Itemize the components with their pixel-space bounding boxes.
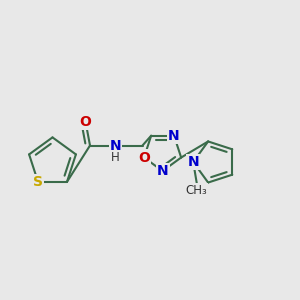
Text: N: N — [188, 155, 199, 169]
Text: CH₃: CH₃ — [186, 184, 207, 197]
Text: H: H — [111, 151, 120, 164]
Text: S: S — [33, 175, 43, 189]
Text: N: N — [157, 164, 168, 178]
Text: N: N — [110, 139, 121, 152]
Text: O: O — [138, 151, 150, 164]
Text: O: O — [80, 115, 92, 128]
Text: N: N — [168, 129, 180, 143]
